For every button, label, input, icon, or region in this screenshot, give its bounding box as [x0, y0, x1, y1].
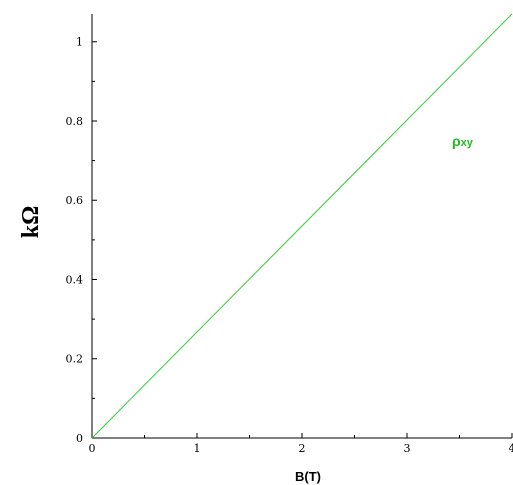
series-line-0 — [91, 13, 513, 439]
x-tick-label: 2 — [299, 442, 306, 455]
y-tick-label: 0.8 — [66, 115, 84, 128]
x-tick-label: 3 — [404, 442, 411, 455]
x-axis-label: B(T) — [295, 469, 321, 484]
y-axis: 0 0.2 0.4 0.6 0.8 1 — [66, 14, 97, 445]
y-tick-label: 0 — [76, 432, 83, 445]
y-tick-label: 0.6 — [66, 194, 84, 207]
y-tick-label: 0.2 — [66, 353, 84, 366]
x-tick-label: 0 — [89, 442, 96, 455]
x-axis: 0 1 2 3 4 — [89, 433, 513, 455]
y-axis-label: kΩ — [18, 206, 44, 239]
series-label-symbol: ρ — [452, 133, 461, 149]
series-label-rho-xy: ρxy — [452, 133, 474, 149]
series-label-subscript: xy — [461, 137, 474, 149]
y-tick-label: 0.4 — [66, 273, 84, 286]
plot-area — [91, 13, 513, 439]
x-tick-label: 1 — [194, 442, 201, 455]
y-tick-label: 1 — [76, 36, 83, 49]
x-tick-label: 4 — [509, 442, 513, 455]
